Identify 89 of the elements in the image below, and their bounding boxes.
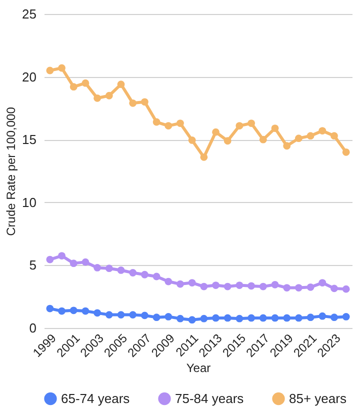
point (152, 314, 160, 322)
y-tick-label: 0 (29, 320, 36, 336)
point (271, 280, 279, 288)
point (342, 285, 350, 293)
point (259, 136, 267, 144)
point (236, 282, 244, 289)
point (259, 282, 267, 290)
point (224, 137, 232, 145)
y-tick-label: 10 (22, 194, 36, 210)
y-tick-label: 5 (29, 258, 36, 273)
point (117, 266, 125, 274)
point (129, 269, 137, 276)
point (152, 272, 160, 280)
point (58, 252, 66, 260)
point (82, 79, 90, 87)
point (330, 284, 338, 292)
point (70, 260, 78, 268)
point (294, 134, 302, 142)
legend-label: 85+ years (289, 390, 347, 406)
point (200, 282, 208, 290)
point (306, 283, 314, 291)
point (342, 148, 350, 156)
point (224, 282, 232, 290)
point (46, 256, 54, 264)
point (164, 122, 172, 130)
point (318, 312, 326, 320)
point (330, 314, 338, 322)
legend-label: 65-74 years (61, 390, 130, 406)
point (117, 80, 125, 88)
point (140, 270, 148, 278)
point (236, 122, 244, 130)
point (176, 314, 184, 322)
point (164, 312, 172, 320)
point (46, 304, 54, 312)
point (140, 312, 148, 320)
point (200, 314, 208, 322)
legend-label: 75-84 years (175, 390, 244, 406)
point (117, 311, 125, 319)
y-tick-label: 15 (22, 132, 36, 148)
point (330, 132, 338, 140)
point (294, 314, 302, 322)
point (283, 284, 291, 292)
point (248, 314, 256, 322)
point (46, 66, 54, 74)
point (283, 314, 291, 322)
y-tick-label: 25 (22, 6, 36, 22)
point (306, 132, 314, 140)
point (212, 314, 220, 322)
point (176, 280, 184, 288)
point (294, 284, 302, 292)
point (105, 264, 113, 272)
point (188, 136, 196, 144)
point (129, 99, 137, 107)
point (94, 309, 102, 317)
point (140, 98, 148, 106)
point (248, 120, 256, 127)
point (188, 316, 196, 324)
point (283, 142, 291, 150)
point (271, 314, 279, 322)
point (342, 312, 350, 320)
point (129, 311, 137, 319)
point (58, 307, 66, 315)
point (82, 258, 90, 266)
point (105, 92, 113, 100)
x-axis-title: Year (186, 361, 211, 376)
point (164, 278, 172, 286)
point (82, 307, 90, 315)
point (224, 314, 232, 322)
point (70, 83, 78, 91)
point (236, 314, 244, 322)
point (94, 94, 102, 102)
point (94, 264, 102, 272)
point (188, 279, 196, 286)
point (70, 306, 78, 314)
point (271, 124, 279, 132)
y-tick-label: 20 (22, 69, 36, 84)
point (212, 282, 220, 289)
point (105, 311, 113, 319)
point (212, 128, 220, 136)
point (152, 118, 160, 126)
y-axis-title: Crude Rate per 100,000 (4, 106, 18, 236)
point (318, 127, 326, 135)
point (248, 282, 256, 290)
point (306, 314, 314, 322)
point (58, 64, 66, 72)
point (318, 279, 326, 286)
point (176, 120, 184, 127)
point (259, 314, 267, 322)
point (200, 153, 208, 161)
